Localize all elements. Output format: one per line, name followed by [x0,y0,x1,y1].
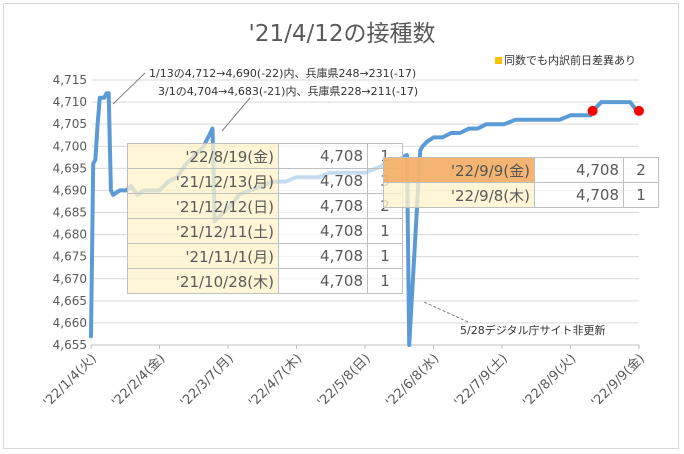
x-tick-label: '22/9/9(金) [588,351,648,411]
highlight-marker [634,105,644,116]
right-table-value-cell: 4,708 [534,157,624,183]
y-tick-label: 4,660 [53,316,87,330]
annotation-1-leader [112,72,146,105]
y-tick-label: 4,690 [53,183,87,197]
legend-swatch [495,57,502,64]
left-table-date-cell: '21/12/13(月) [127,168,279,194]
annotation-3: 5/28デジタル庁サイト非更新 [460,324,606,337]
x-tick-label: '22/5/8(日) [315,351,374,410]
annotation-1: 1/13の4,712→4,690(-22)内、兵庫県248→231(-17) [149,67,417,80]
chart-title: '21/4/12の接種数 [248,21,436,47]
y-tick-label: 4,670 [53,272,87,286]
y-tick-label: 4,655 [53,338,87,352]
left-table-value-cell: 4,708 [278,268,368,294]
y-tick-label: 4,680 [53,228,87,242]
right-table-value-cell: 4,708 [534,182,624,208]
left-table-date-cell: '22/8/19(金) [127,143,279,169]
highlight-marker [587,105,598,116]
y-tick-label: 4,695 [53,161,87,175]
left-table-value-cell: 4,708 [278,243,368,269]
left-table-row: '21/11/1(月) 4,708 1 [127,243,403,269]
y-tick-label: 4,710 [53,95,87,109]
y-tick-label: 4,705 [53,117,87,131]
left-table-value-cell: 4,708 [278,193,368,219]
left-table-value-cell: 4,708 [278,168,368,194]
right-table-count-cell: 1 [623,182,659,208]
left-table-row: '21/10/28(木) 4,708 1 [127,268,403,294]
x-tick-label: '22/4/7(木) [246,351,305,410]
left-table-date-cell: '21/12/12(日) [127,193,279,219]
y-tick-label: 4,675 [53,250,87,264]
left-table-row: '21/12/11(土) 4,708 1 [127,218,403,244]
x-tick-label: '22/8/9(火) [520,351,579,410]
left-table-value-cell: 4,708 [278,218,368,244]
x-tick-label: '22/6/8(水) [383,351,442,410]
left-table-date-cell: '21/11/1(月) [127,243,279,269]
y-tick-label: 4,665 [53,294,87,308]
left-table-count-cell: 1 [367,268,403,294]
annotation-2-leader [221,97,251,132]
left-table-date-cell: '21/10/28(木) [127,268,279,294]
right-table-date-cell: '22/9/8(木) [383,182,535,208]
left-table-count-cell: 1 [367,218,403,244]
x-tick-label: '22/7/9(土) [452,351,511,410]
x-tick-label: '22/1/4(火) [41,351,100,410]
y-tick-label: 4,715 [53,73,87,87]
left-table-row: '21/12/13(月)4,7083 [127,168,403,194]
annotation-2: 3/1の4,704→4,683(-21)内、兵庫県228→211(-17) [158,85,419,98]
legend: 同数でも内訳前日差異あり [495,52,636,68]
right-table-row: '22/9/9(金) 4,708 2 [383,157,659,183]
left-table-value-cell: 4,708 [278,143,368,169]
right-table-count-cell: 2 [623,157,659,183]
right-table-row: '22/9/8(木) 4,708 1 [383,182,659,208]
left-table-date-cell: '21/12/11(土) [127,218,279,244]
y-tick-label: 4,685 [53,206,87,220]
x-tick-label: '22/3/7(月) [178,351,237,410]
x-tick-label: '22/2/4(金) [109,351,169,411]
left-table-count-cell: 1 [367,243,403,269]
annotation-3-leader [423,301,469,323]
legend-label: 同数でも内訳前日差異あり [504,54,636,67]
left-table: '22/8/19(金)4,7081'21/12/13(月)4,7083'21/1… [127,143,403,294]
y-tick-label: 4,700 [53,139,87,153]
chart-frame [3,3,679,449]
left-table-row: '22/8/19(金) 4,708 1 [127,143,403,169]
right-table-date-cell: '22/9/9(金) [383,157,535,183]
right-table: '22/9/9(金) 4,708 2'22/9/8(木) 4,708 1 [383,157,659,208]
